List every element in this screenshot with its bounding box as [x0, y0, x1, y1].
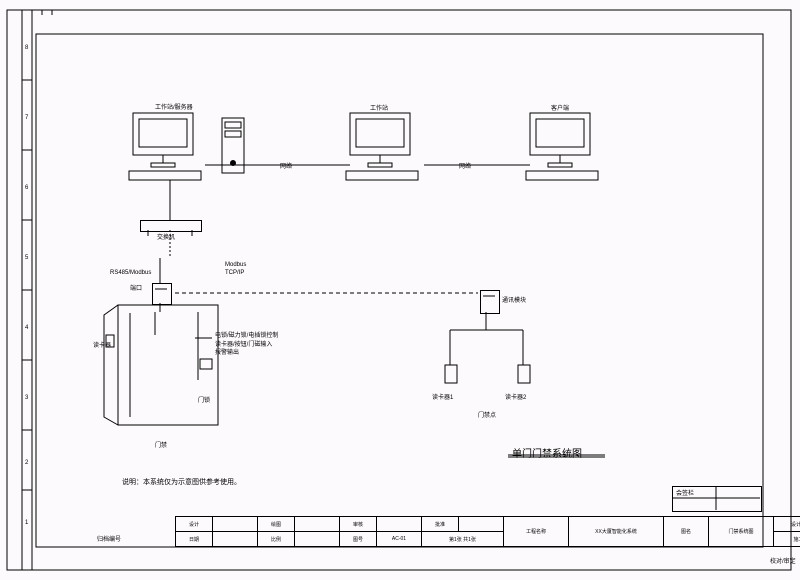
reader-label: 读卡器2	[505, 392, 526, 401]
frame-zone-number: 4	[25, 325, 28, 331]
port-label: 端口	[130, 283, 142, 292]
computer-label: 客户端	[551, 103, 569, 112]
frame-zone-number: 5	[25, 255, 28, 261]
frame-zone-number: 1	[25, 520, 28, 526]
frame-zone-number: 7	[25, 115, 28, 121]
protocol-label: Modbus	[225, 262, 246, 268]
lock-label: 门锁	[198, 395, 210, 404]
computer-label: 工作站/服务器	[155, 102, 193, 111]
door-name-label: 门禁	[155, 440, 167, 449]
computer-label: 工作站	[370, 103, 388, 112]
door-note: 报警输出	[215, 347, 239, 356]
hub-label: 交换机	[157, 232, 175, 241]
network-hub	[140, 220, 202, 232]
bus-label: 网络	[280, 161, 292, 170]
controller-label: 通讯模块	[502, 295, 526, 304]
archive-label: 归档编号	[97, 534, 121, 543]
reader-group-label: 门禁点	[478, 410, 496, 419]
title-block: 设计 绘图 审核 批准 工程名称 XX大厦智能化系统 图名 门禁系统图 设计阶段…	[175, 516, 800, 547]
protocol-label: TCP/IP	[225, 270, 244, 276]
footnote: 说明：本系统仅为示意图供参考使用。	[122, 477, 241, 487]
frame-zone-number: 3	[25, 395, 28, 401]
reader-label: 读卡器	[93, 340, 111, 349]
controller-right	[480, 290, 500, 314]
right-note: 校对/审定	[770, 556, 796, 565]
system-title: 单门门禁系统图	[512, 445, 582, 460]
frame-zone-number: 2	[25, 460, 28, 466]
frame-zone-number: 6	[25, 185, 28, 191]
reader-label: 读卡器1	[432, 392, 453, 401]
approval-label: 会签栏	[676, 488, 694, 497]
protocol-label: RS485/Modbus	[110, 270, 151, 276]
frame-zone-number: 8	[25, 45, 28, 51]
controller-left	[152, 283, 172, 305]
bus-label: 网络	[459, 161, 471, 170]
door-note: 电锁/磁力锁/电插锁控制	[215, 330, 278, 339]
